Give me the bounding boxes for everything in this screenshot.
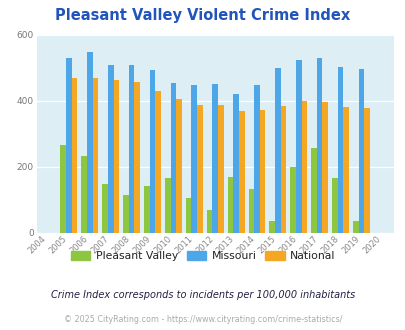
- Bar: [206, 210, 212, 233]
- Bar: [212, 84, 217, 233]
- Bar: [248, 189, 254, 233]
- Bar: [155, 91, 160, 233]
- Bar: [144, 186, 149, 233]
- Bar: [164, 178, 170, 233]
- Bar: [113, 80, 119, 233]
- Bar: [149, 70, 155, 233]
- Bar: [134, 82, 140, 233]
- Bar: [295, 60, 301, 233]
- Bar: [233, 94, 238, 233]
- Bar: [60, 145, 66, 233]
- Bar: [301, 101, 307, 233]
- Bar: [254, 85, 259, 233]
- Bar: [269, 221, 274, 233]
- Bar: [343, 107, 348, 233]
- Bar: [87, 52, 92, 233]
- Bar: [123, 195, 128, 233]
- Bar: [337, 67, 343, 233]
- Bar: [363, 108, 369, 233]
- Bar: [274, 68, 280, 233]
- Bar: [72, 78, 77, 233]
- Bar: [290, 167, 295, 233]
- Bar: [185, 198, 191, 233]
- Bar: [102, 184, 108, 233]
- Bar: [259, 110, 265, 233]
- Bar: [227, 177, 233, 233]
- Bar: [310, 148, 316, 233]
- Bar: [92, 78, 98, 233]
- Bar: [238, 111, 244, 233]
- Text: Pleasant Valley Violent Crime Index: Pleasant Valley Violent Crime Index: [55, 8, 350, 23]
- Bar: [191, 85, 196, 233]
- Bar: [316, 58, 322, 233]
- Legend: Pleasant Valley, Missouri, National: Pleasant Valley, Missouri, National: [68, 249, 337, 264]
- Bar: [358, 69, 363, 233]
- Bar: [108, 65, 113, 233]
- Bar: [170, 83, 176, 233]
- Bar: [81, 156, 87, 233]
- Bar: [66, 58, 72, 233]
- Bar: [196, 105, 202, 233]
- Bar: [322, 102, 327, 233]
- Bar: [176, 99, 181, 233]
- Bar: [352, 221, 358, 233]
- Text: © 2025 CityRating.com - https://www.cityrating.com/crime-statistics/: © 2025 CityRating.com - https://www.city…: [64, 315, 341, 324]
- Bar: [217, 105, 223, 233]
- Bar: [128, 65, 134, 233]
- Bar: [280, 106, 286, 233]
- Text: Crime Index corresponds to incidents per 100,000 inhabitants: Crime Index corresponds to incidents per…: [51, 290, 354, 300]
- Bar: [331, 178, 337, 233]
